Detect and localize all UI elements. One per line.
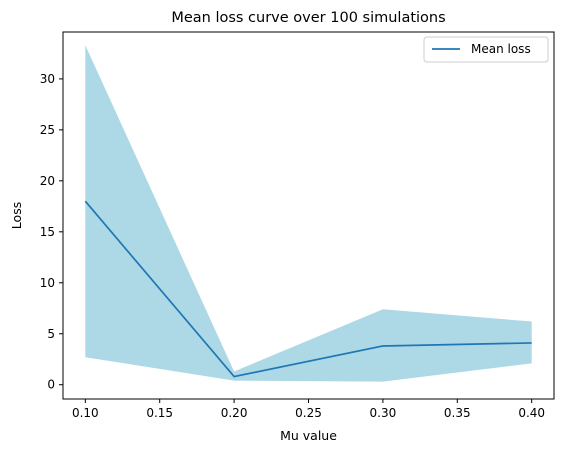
uncertainty-band <box>85 45 532 382</box>
y-axis-label: Loss <box>9 202 24 229</box>
series-line-mean-loss <box>84 200 532 378</box>
x-tick-label: 0.40 <box>518 406 545 420</box>
legend-box <box>423 36 549 63</box>
x-tick-label: 0.10 <box>72 406 99 420</box>
x-axis-label: Mu value <box>280 428 337 443</box>
x-tick-label: 0.30 <box>370 406 397 420</box>
y-tick-label: 10 <box>40 276 55 290</box>
y-tick-label: 30 <box>40 72 55 86</box>
y-tick-label: 5 <box>47 327 55 341</box>
y-tick-label: 0 <box>47 378 55 392</box>
legend-label-mean-loss: Mean loss <box>471 42 531 56</box>
plot-area <box>84 45 532 382</box>
y-tick-label: 25 <box>40 123 55 137</box>
y-tick-label: 20 <box>40 174 55 188</box>
y-tick-label: 15 <box>40 225 55 239</box>
x-tick-label: 0.25 <box>295 406 322 420</box>
x-tick-label: 0.15 <box>146 406 173 420</box>
x-tick-label: 0.35 <box>444 406 471 420</box>
x-tick-label: 0.20 <box>221 406 248 420</box>
x-axis-ticks: 0.10 0.15 0.20 0.25 0.30 0.35 0.40 <box>72 399 545 420</box>
y-axis-ticks: 0 5 10 15 20 25 30 <box>40 72 63 392</box>
chart-title: Mean loss curve over 100 simulations <box>171 10 445 26</box>
legend: Mean loss <box>423 36 549 63</box>
